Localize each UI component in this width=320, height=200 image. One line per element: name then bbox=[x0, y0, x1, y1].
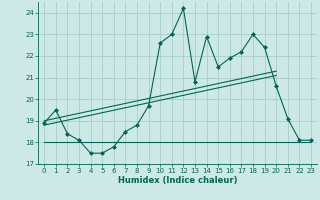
X-axis label: Humidex (Indice chaleur): Humidex (Indice chaleur) bbox=[118, 176, 237, 185]
